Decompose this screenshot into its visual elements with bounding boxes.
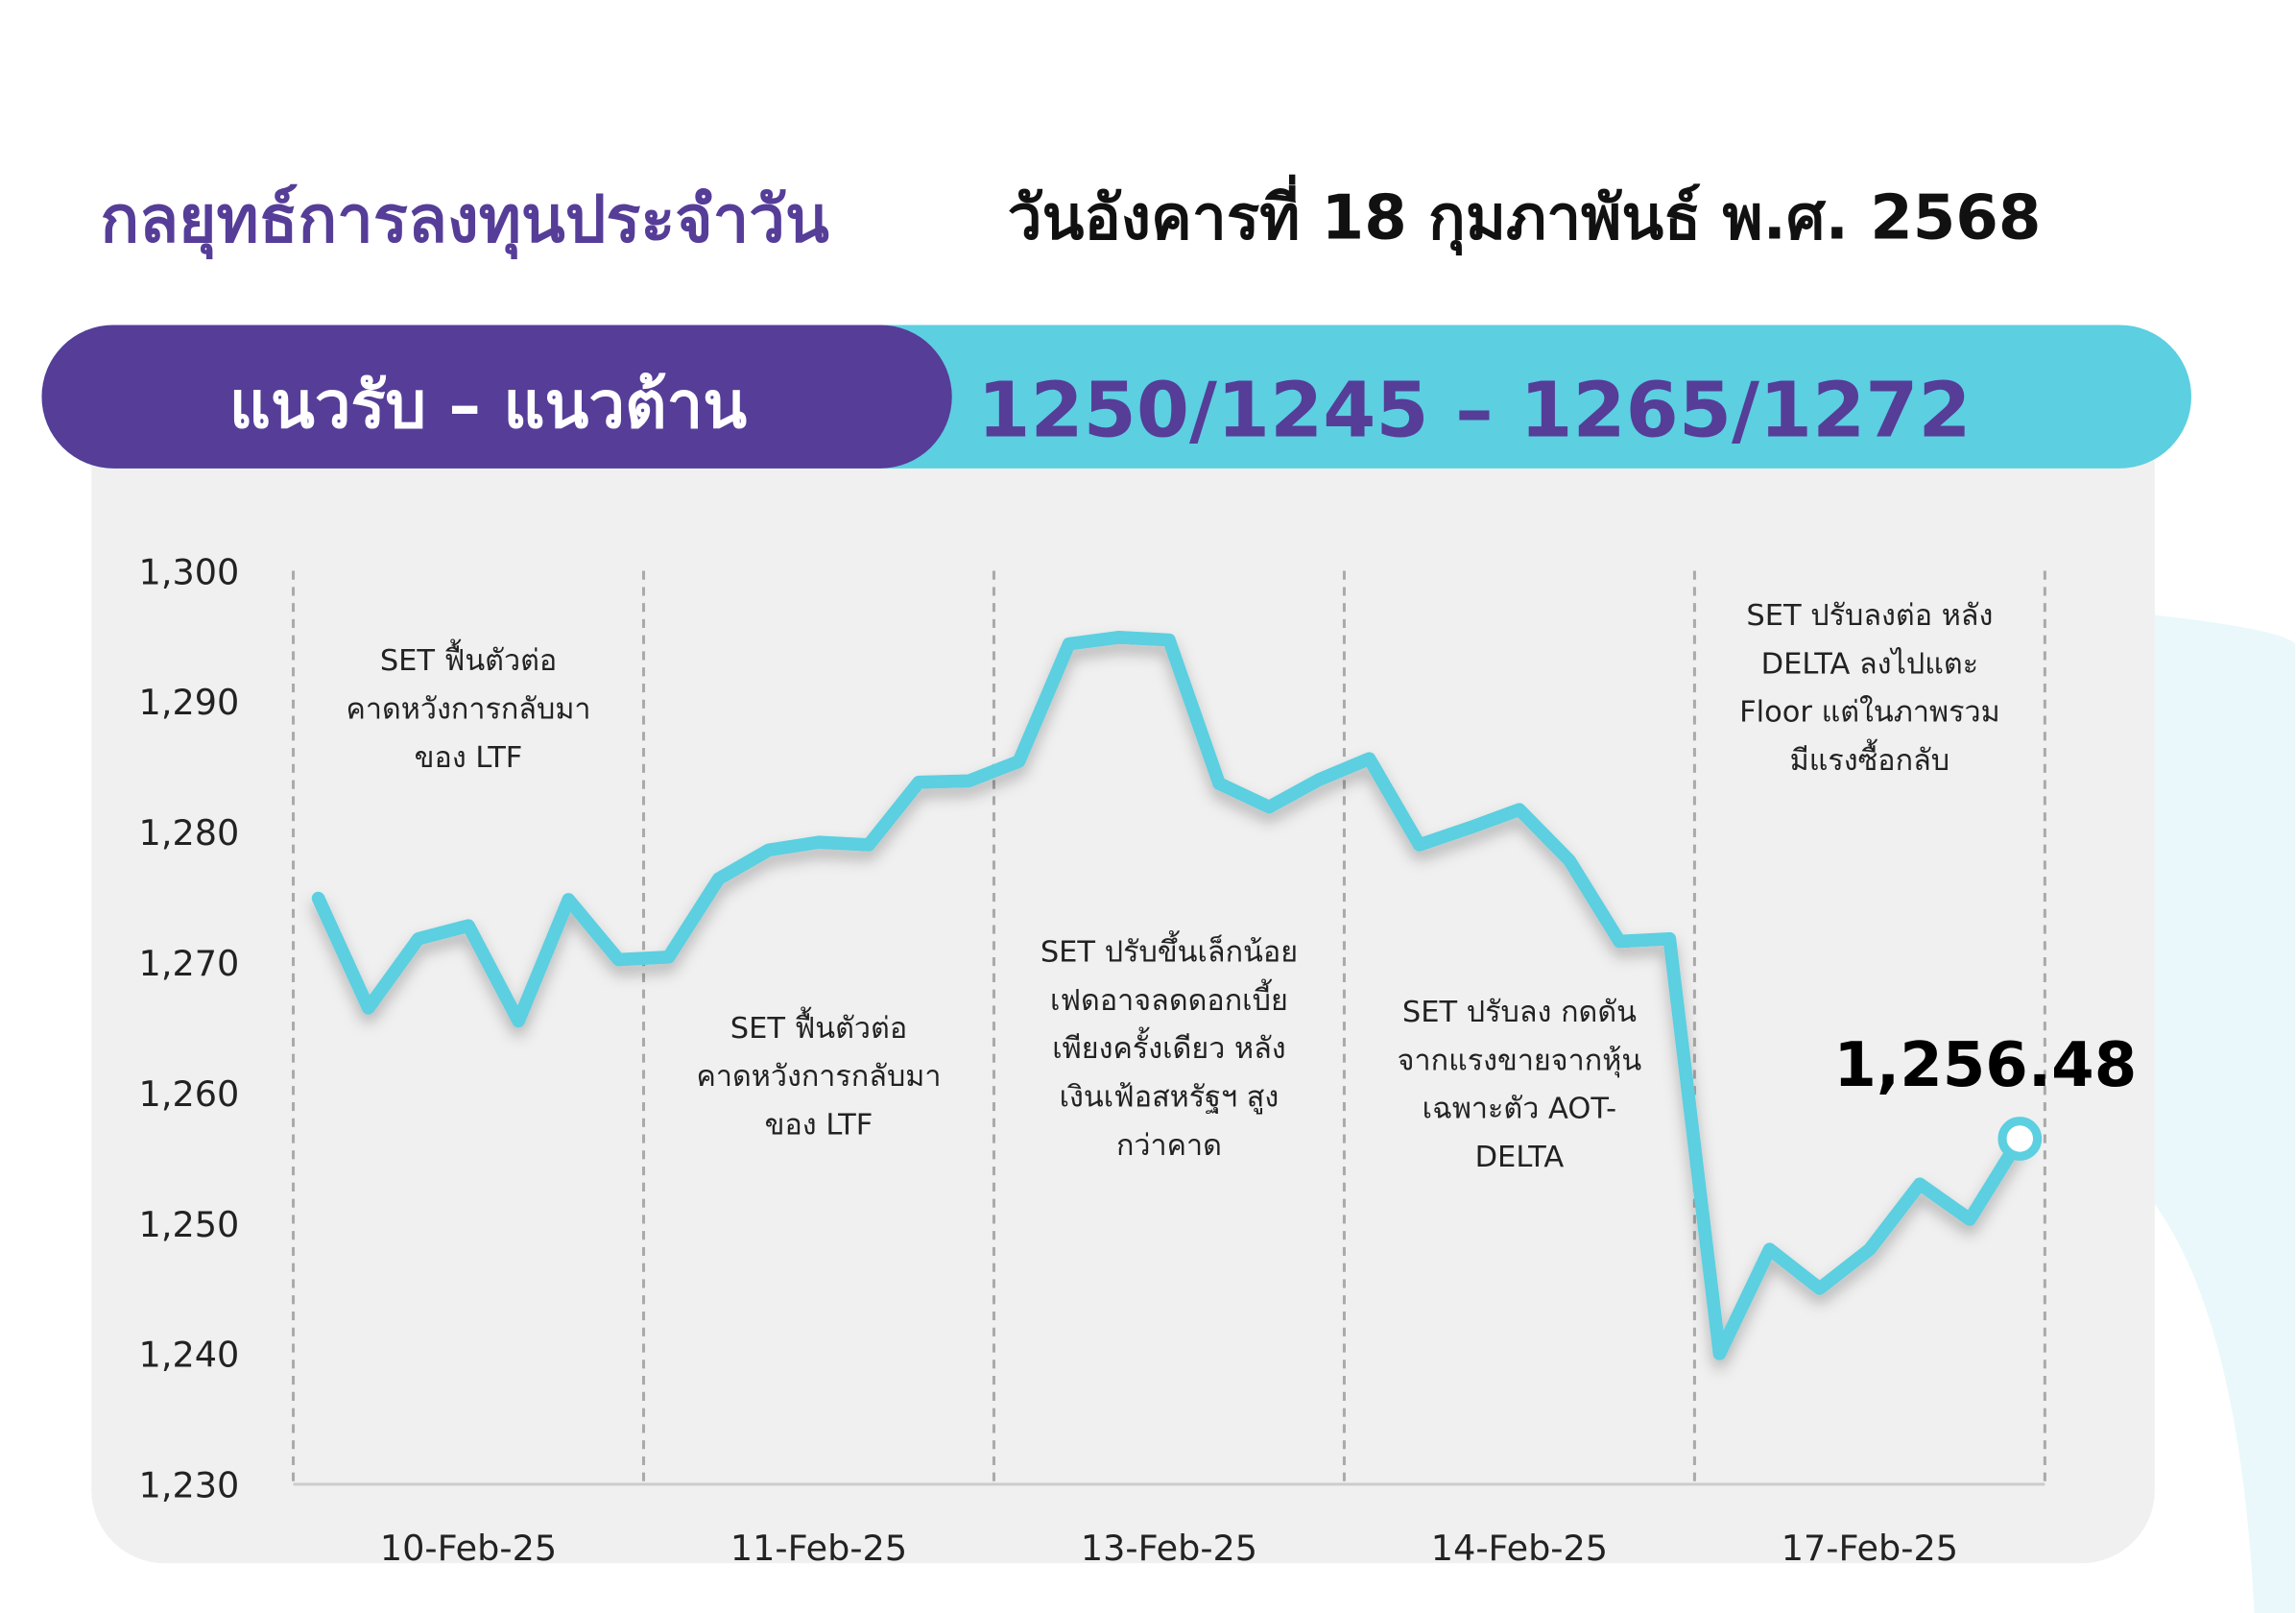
annotation: กว่าคาด (1116, 1129, 1222, 1163)
y-tick-label: 1,240 (139, 1335, 240, 1376)
annotation: Floor แต่ในภาพรวม (1739, 695, 2000, 730)
panel (91, 395, 2155, 1564)
x-tick-label: 11-Feb-25 (730, 1528, 907, 1569)
annotation: คาดหวังการกลับมา (346, 693, 590, 727)
title: กลยุทธ์การลงทุนประจำวัน (100, 182, 829, 260)
annotation: เพียงครั้งเดียว หลัง (1052, 1027, 1285, 1066)
end-marker (1997, 1117, 2043, 1161)
annotation: เฟดอาจลดดอกเบี้ย (1050, 979, 1288, 1018)
annotation: SET ปรับลงต่อ หลัง (1746, 599, 1993, 633)
annotation: DELTA (1475, 1141, 1565, 1174)
annotation: ของ LTF (765, 1108, 873, 1142)
annotation: ของ LTF (415, 741, 523, 775)
y-tick-label: 1,270 (139, 943, 240, 984)
decoration (2151, 614, 2296, 1613)
annotation: SET ฟื้นตัวต่อ (730, 1007, 907, 1046)
y-tick-label: 1,290 (139, 682, 240, 723)
x-tick-label: 13-Feb-25 (1081, 1528, 1257, 1569)
annotation: เฉพาะตัว AOT- (1423, 1093, 1617, 1126)
y-tick-label: 1,300 (139, 551, 240, 592)
annotation: เงินเฟ้อสหรัฐฯ สูง (1060, 1081, 1280, 1115)
band-label: แนวรับ – แนวต้าน (229, 368, 747, 443)
x-tick-label: 17-Feb-25 (1782, 1528, 1958, 1569)
y-tick-label: 1,250 (139, 1204, 240, 1245)
annotation: SET ปรับขึ้นเล็กน้อย (1040, 931, 1298, 970)
y-tick-label: 1,280 (139, 812, 240, 854)
x-tick-label: 14-Feb-25 (1431, 1528, 1608, 1569)
line (311, 631, 2027, 1360)
annotation: SET ปรับลง กดดัน (1402, 996, 1637, 1029)
band-left (41, 325, 952, 469)
annotation: จากแรงขายจากหุ้น (1398, 1044, 1642, 1078)
annotation: มีแรงซื้อกลับ (1790, 739, 1950, 778)
value-label: 1,256.48 (1833, 1030, 2137, 1101)
annotation: คาดหวังการกลับมา (696, 1060, 941, 1094)
date: วันอังคารที่ 18 กุมภาพันธ์ พ.ศ. 2568 (1008, 174, 2042, 255)
annotation: SET ฟื้นตัวต่อ (380, 639, 557, 678)
band-value: 1250/1245 – 1265/1272 (977, 365, 1971, 454)
y-tick-label: 1,260 (139, 1073, 240, 1115)
x-tick-label: 10-Feb-25 (380, 1528, 557, 1569)
annotation: DELTA ลงไปแตะ (1761, 646, 1978, 681)
y-tick-label: 1,230 (139, 1465, 240, 1506)
